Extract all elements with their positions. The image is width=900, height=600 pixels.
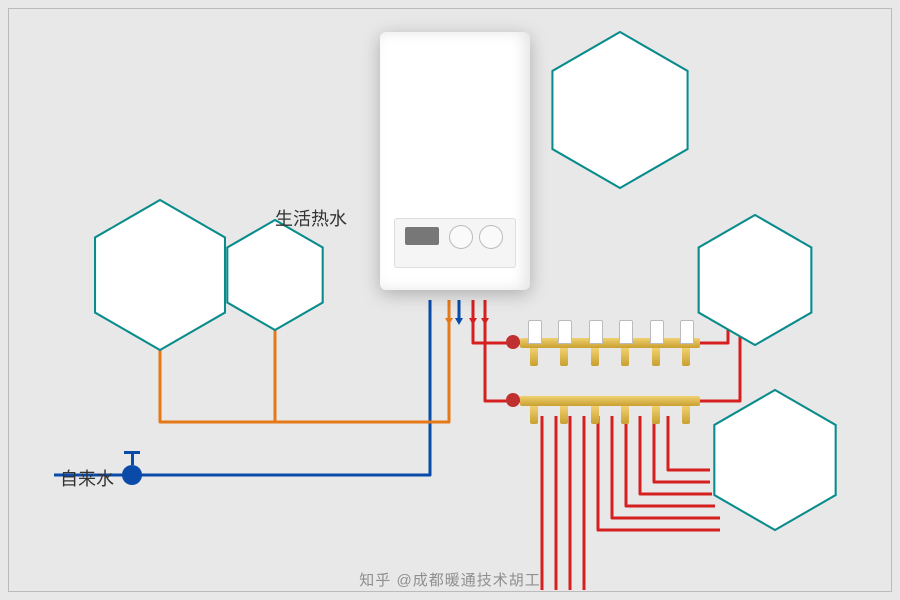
manifold-return-bar [520,396,700,406]
manifold-drop-icon [530,406,538,424]
distribution-manifold [520,338,700,408]
manifold-drop-icon [652,406,660,424]
manifold-supply-bar [520,338,700,348]
manifold-drop-icon [591,406,599,424]
manifold-flow-valve-icon [619,320,633,344]
pipe-floor-loop-to-hex-b [612,416,720,518]
tap-water-label: 自来水 [60,465,114,491]
boiler-control-panel [394,218,516,268]
manifold-drop-icon [591,348,599,366]
manifold-drop-icon [560,406,568,424]
pipe-floor-loop-to-hex-a [598,416,720,530]
manifold-drop-icon [530,348,538,366]
manifold-flow-valve-icon [558,320,572,344]
pipe-floor-loop-to-hex-e [654,416,710,482]
pipe-cold-water-in [54,300,430,475]
pipe-dhw-to-faucet [160,322,449,422]
hex-shower-head [227,220,322,330]
manifold-drop-icon [621,348,629,366]
watermark-text: 知乎 @成都暖通技术胡工 [0,569,900,590]
boiler-dial-icon [449,225,473,249]
pipe-to-manifold-bot [485,322,520,401]
boiler-dial-icon [479,225,503,249]
boiler-unit [380,32,530,290]
pipe-floor-loop-to-hex-f [668,416,710,470]
hex-underfloor-heating [714,390,835,530]
manifold-drop-icon [652,348,660,366]
flow-arrow-icon [481,318,489,325]
boiler-display-icon [405,227,439,245]
hex-radiator-manifold [699,215,812,345]
hex-kitchen-faucet [95,200,225,350]
manifold-valve-knob-icon [506,335,520,349]
diagram-canvas: 生活热水 自来水 知乎 @成都暖通技术胡工 [0,0,900,600]
flow-arrow-icon [469,318,477,325]
flow-arrow-icon [455,318,463,325]
manifold-drop-icon [560,348,568,366]
tap-water-valve-icon [122,465,142,485]
manifold-drop-icon [682,406,690,424]
manifold-flow-valve-icon [650,320,664,344]
flow-arrow-icon [445,318,453,325]
manifold-drop-icon [621,406,629,424]
manifold-valve-knob-icon [506,393,520,407]
hex-kitchen-room [552,32,687,188]
manifold-flow-valve-icon [680,320,694,344]
manifold-drop-icon [682,348,690,366]
manifold-flow-valve-icon [528,320,542,344]
manifold-flow-valve-icon [589,320,603,344]
hot-water-label: 生活热水 [275,205,347,231]
